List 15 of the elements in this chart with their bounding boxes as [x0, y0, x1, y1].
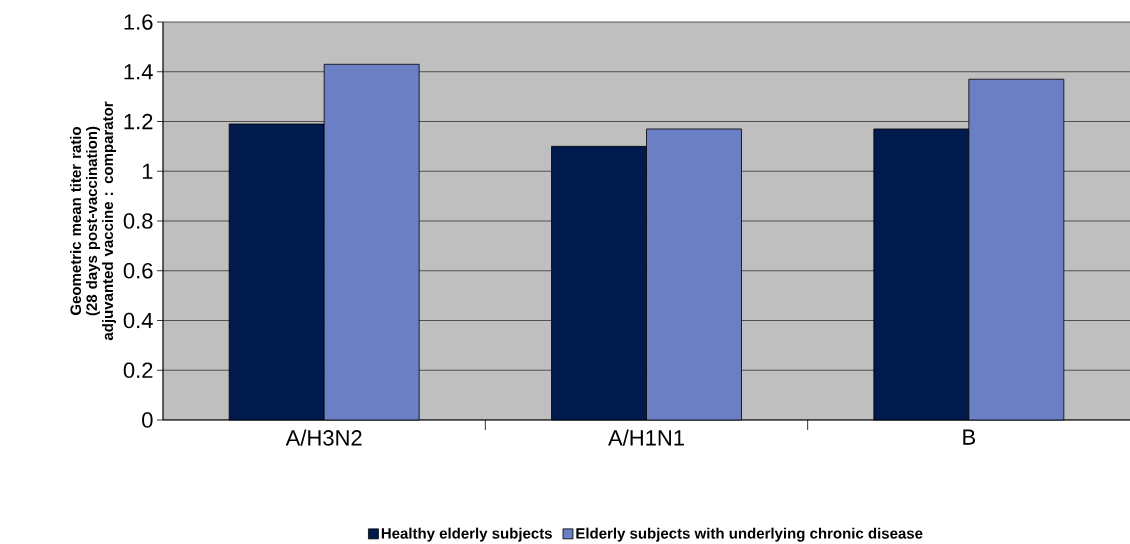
x-tick-label: B — [963, 429, 976, 445]
y-tick-label: 0.4 — [123, 312, 153, 329]
y-tick-label: 1.6 — [124, 14, 153, 30]
y-tick-label: 0.6 — [123, 262, 153, 279]
legend-label: Healthy elderly subjects — [381, 527, 552, 542]
y-tick-label: 1.2 — [124, 113, 153, 130]
y-tick-label: 0 — [142, 412, 153, 428]
x-tick-label: A/H3N2 — [285, 429, 362, 446]
legend-label: Elderly subjects with underlying chronic disease — [576, 527, 923, 542]
y-axis-title: Geometric mean titer ratio (28 days post-vaccination) adjuvanted vaccine : comparator — [70, 101, 117, 341]
y-tick-label: 1.4 — [124, 64, 153, 80]
y-tick-label: 0.8 — [123, 213, 153, 229]
y-tick-label: 0.2 — [123, 362, 153, 379]
y-tick-label: 1 — [142, 163, 153, 179]
x-tick-label: A/H1N1 — [608, 429, 684, 446]
